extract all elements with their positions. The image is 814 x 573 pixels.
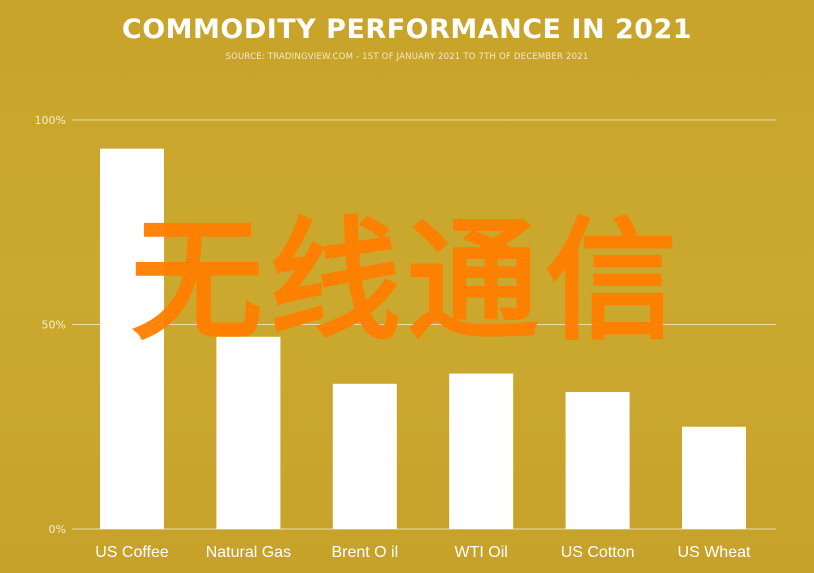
bar-us-wheat: [682, 426, 746, 529]
x-category-label: US Cotton: [561, 544, 635, 561]
bar-us-cotton: [565, 391, 630, 529]
bar-us-coffee: [100, 148, 164, 529]
x-category-label: US Coffee: [95, 544, 169, 561]
y-tick-label: 100%: [35, 114, 66, 127]
x-category-label: Natural Gas: [206, 544, 291, 561]
y-tick-label: 0%: [49, 523, 66, 536]
bar-wti-oil: [449, 373, 514, 529]
bar-brent-o-il: [332, 383, 397, 529]
x-category-label: WTI Oil: [455, 544, 508, 561]
y-tick-label: 50%: [42, 319, 66, 332]
x-category-label: Brent O il: [331, 544, 398, 561]
bar-natural-gas: [216, 336, 281, 529]
x-category-label: US Wheat: [678, 544, 751, 561]
chart-subtitle: SOURCE: TRADINGVIEW.COM - 1ST OF JANUARY…: [225, 52, 589, 62]
watermark-overlay: 无线通信: [131, 205, 683, 359]
chart-title: COMMODITY PERFORMANCE IN 2021: [121, 14, 693, 45]
